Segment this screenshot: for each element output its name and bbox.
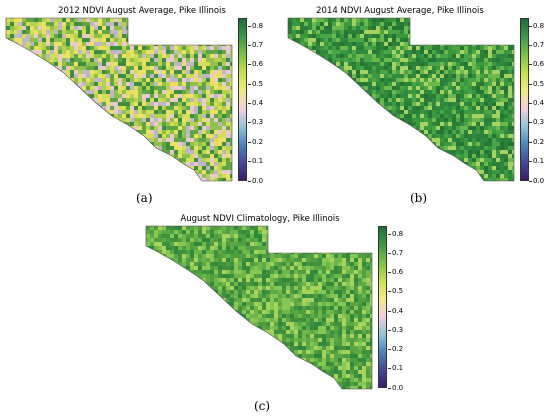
colorbar-tick: 0.7 bbox=[247, 41, 264, 49]
panel-b-ndvi-map bbox=[287, 17, 515, 182]
panel-c-ndvi-map bbox=[145, 225, 373, 390]
colorbar-tick: 0.6 bbox=[387, 268, 404, 277]
colorbar-tick: 0.5 bbox=[247, 79, 264, 88]
colorbar-tick: 0.1 bbox=[387, 364, 404, 373]
colorbar-tick: 0.8 bbox=[528, 21, 545, 30]
panel-a-label: (a) bbox=[136, 191, 153, 205]
colorbar-tick: 0.8 bbox=[247, 21, 264, 30]
colorbar-tick: 0.0 bbox=[247, 176, 264, 185]
panel-b-label: (b) bbox=[410, 191, 428, 205]
colorbar-tick: 0.4 bbox=[247, 99, 264, 108]
panel-a-ndvi-map bbox=[5, 17, 233, 182]
colorbar-tick: 0.1 bbox=[247, 157, 264, 166]
panel-c-title: August NDVI Climatology, Pike Illinois bbox=[180, 214, 340, 224]
panel-c-label: (c) bbox=[254, 399, 271, 413]
colorbar-tick: 0.5 bbox=[528, 79, 545, 88]
colorbar-tick: 0.2 bbox=[387, 345, 404, 354]
colorbar-tick: 0.8 bbox=[387, 229, 404, 238]
colorbar-tick: 0.0 bbox=[528, 176, 545, 185]
panel-b-colorbar bbox=[520, 18, 529, 181]
colorbar-tick: 0.2 bbox=[528, 137, 545, 146]
colorbar-tick: 0.5 bbox=[387, 287, 404, 296]
colorbar-tick: 0.6 bbox=[247, 60, 264, 69]
panel-b-title: 2014 NDVI August Average, Pike Illinois bbox=[316, 6, 484, 16]
colorbar-tick: 0.3 bbox=[387, 325, 404, 334]
colorbar-tick: 0.3 bbox=[247, 118, 264, 127]
colorbar-tick: 0.7 bbox=[387, 248, 404, 257]
colorbar-tick: 0.1 bbox=[528, 157, 545, 166]
panel-a-colorbar bbox=[238, 18, 247, 181]
panel-a-title: 2012 NDVI August Average, Pike Illinois bbox=[58, 6, 226, 16]
colorbar-tick: 0.2 bbox=[247, 137, 264, 146]
colorbar-tick: 0.3 bbox=[528, 118, 545, 127]
colorbar-tick: 0.7 bbox=[528, 41, 545, 49]
colorbar-tick: 0.4 bbox=[387, 306, 404, 315]
colorbar-tick: 0.4 bbox=[528, 99, 545, 108]
panel-c-colorbar bbox=[378, 226, 387, 388]
colorbar-tick: 0.6 bbox=[528, 60, 545, 69]
colorbar-tick: 0.0 bbox=[387, 383, 404, 392]
